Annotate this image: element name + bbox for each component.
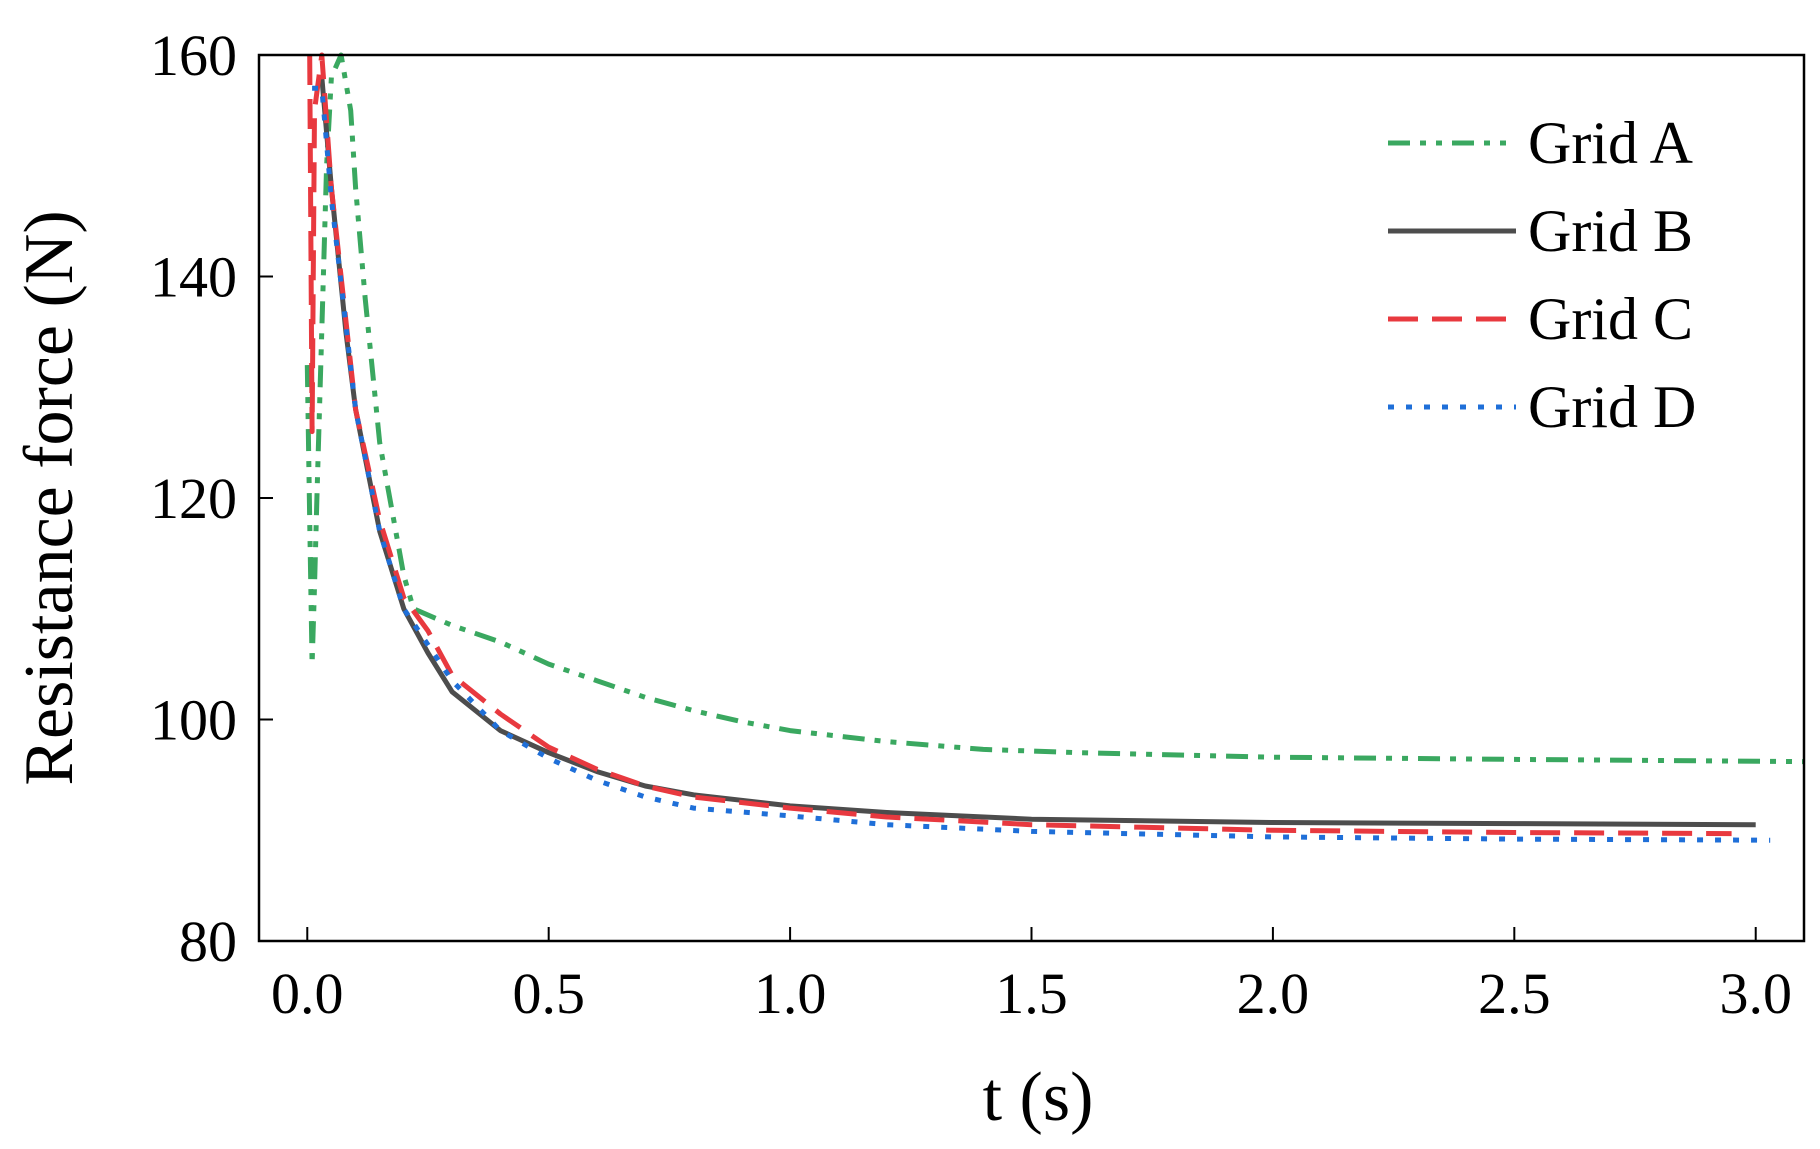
legend-label: Grid D bbox=[1528, 374, 1696, 440]
series-line bbox=[304, 52, 1804, 765]
series-line bbox=[307, 52, 1732, 837]
y-tick-label: 100 bbox=[150, 688, 237, 753]
series-line bbox=[319, 76, 1756, 828]
legend-label: Grid C bbox=[1528, 286, 1693, 352]
legend-label: Grid A bbox=[1528, 110, 1693, 176]
x-tick-label: 0.5 bbox=[512, 961, 585, 1026]
y-tick-label: 140 bbox=[150, 245, 237, 310]
x-tick-label: 2.0 bbox=[1237, 961, 1310, 1026]
y-tick-label: 80 bbox=[179, 909, 237, 974]
legend-label: Grid B bbox=[1528, 198, 1693, 264]
series-line bbox=[312, 85, 1771, 843]
y-axis-label: Resistance force (N) bbox=[11, 210, 88, 785]
x-tick-label: 1.0 bbox=[754, 961, 827, 1026]
plot-frame bbox=[257, 53, 1806, 943]
x-tick-label: 3.0 bbox=[1719, 961, 1792, 1026]
x-tick-label: 2.5 bbox=[1478, 961, 1551, 1026]
y-tick-label: 120 bbox=[150, 466, 237, 531]
y-tick-label: 160 bbox=[150, 23, 237, 88]
x-tick-label: 1.5 bbox=[995, 961, 1068, 1026]
x-tick-label: 0.0 bbox=[271, 961, 344, 1026]
x-axis-label: t (s) bbox=[983, 1059, 1094, 1136]
